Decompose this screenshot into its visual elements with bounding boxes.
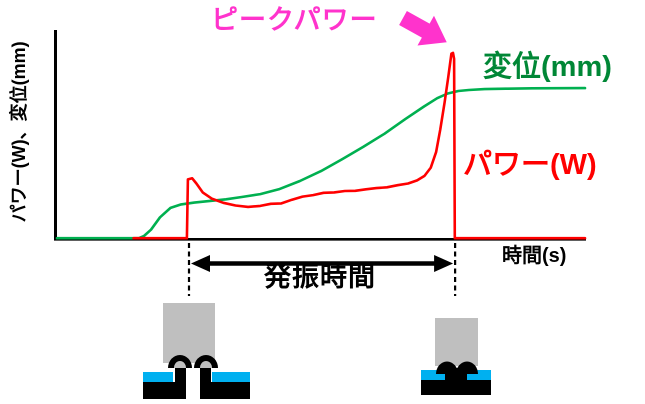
melted-dome-right-icon xyxy=(456,361,478,374)
horn-after xyxy=(435,318,478,366)
post-weld-illustration xyxy=(421,318,491,395)
power-curve xyxy=(132,51,587,240)
melted-dome-left-icon xyxy=(436,361,458,374)
displacement-curve xyxy=(55,86,587,240)
oscillation-arrow-head-left xyxy=(191,255,210,272)
boss-right-before xyxy=(200,366,211,399)
oscillation-time-label: 発振時間 xyxy=(264,262,376,292)
boss-left-before xyxy=(175,366,186,399)
upper-sheet-right-after xyxy=(467,370,491,380)
horn-before xyxy=(163,303,215,363)
pre-weld-illustration xyxy=(143,303,250,399)
y-axis-label: パワー(W)、変位(mm) xyxy=(9,41,30,223)
boss-cap-left-notch xyxy=(174,361,186,368)
displacement-label: 変位(mm) xyxy=(483,51,612,83)
boss-cap-right-notch xyxy=(200,361,212,368)
lower-sheet-after xyxy=(421,380,491,395)
peak-power-label: ピークパワー xyxy=(211,5,378,35)
upper-sheet-left-before xyxy=(143,372,173,382)
oscillation-arrow-head-right xyxy=(434,255,454,272)
x-axis-label: 時間(s) xyxy=(502,245,567,267)
upper-sheet-left-after xyxy=(421,370,445,380)
power-label: パワー(W) xyxy=(463,149,597,181)
lower-sheet-right-before xyxy=(210,382,250,399)
upper-sheet-right-before xyxy=(212,372,250,382)
peak-arrow-icon xyxy=(399,11,447,46)
